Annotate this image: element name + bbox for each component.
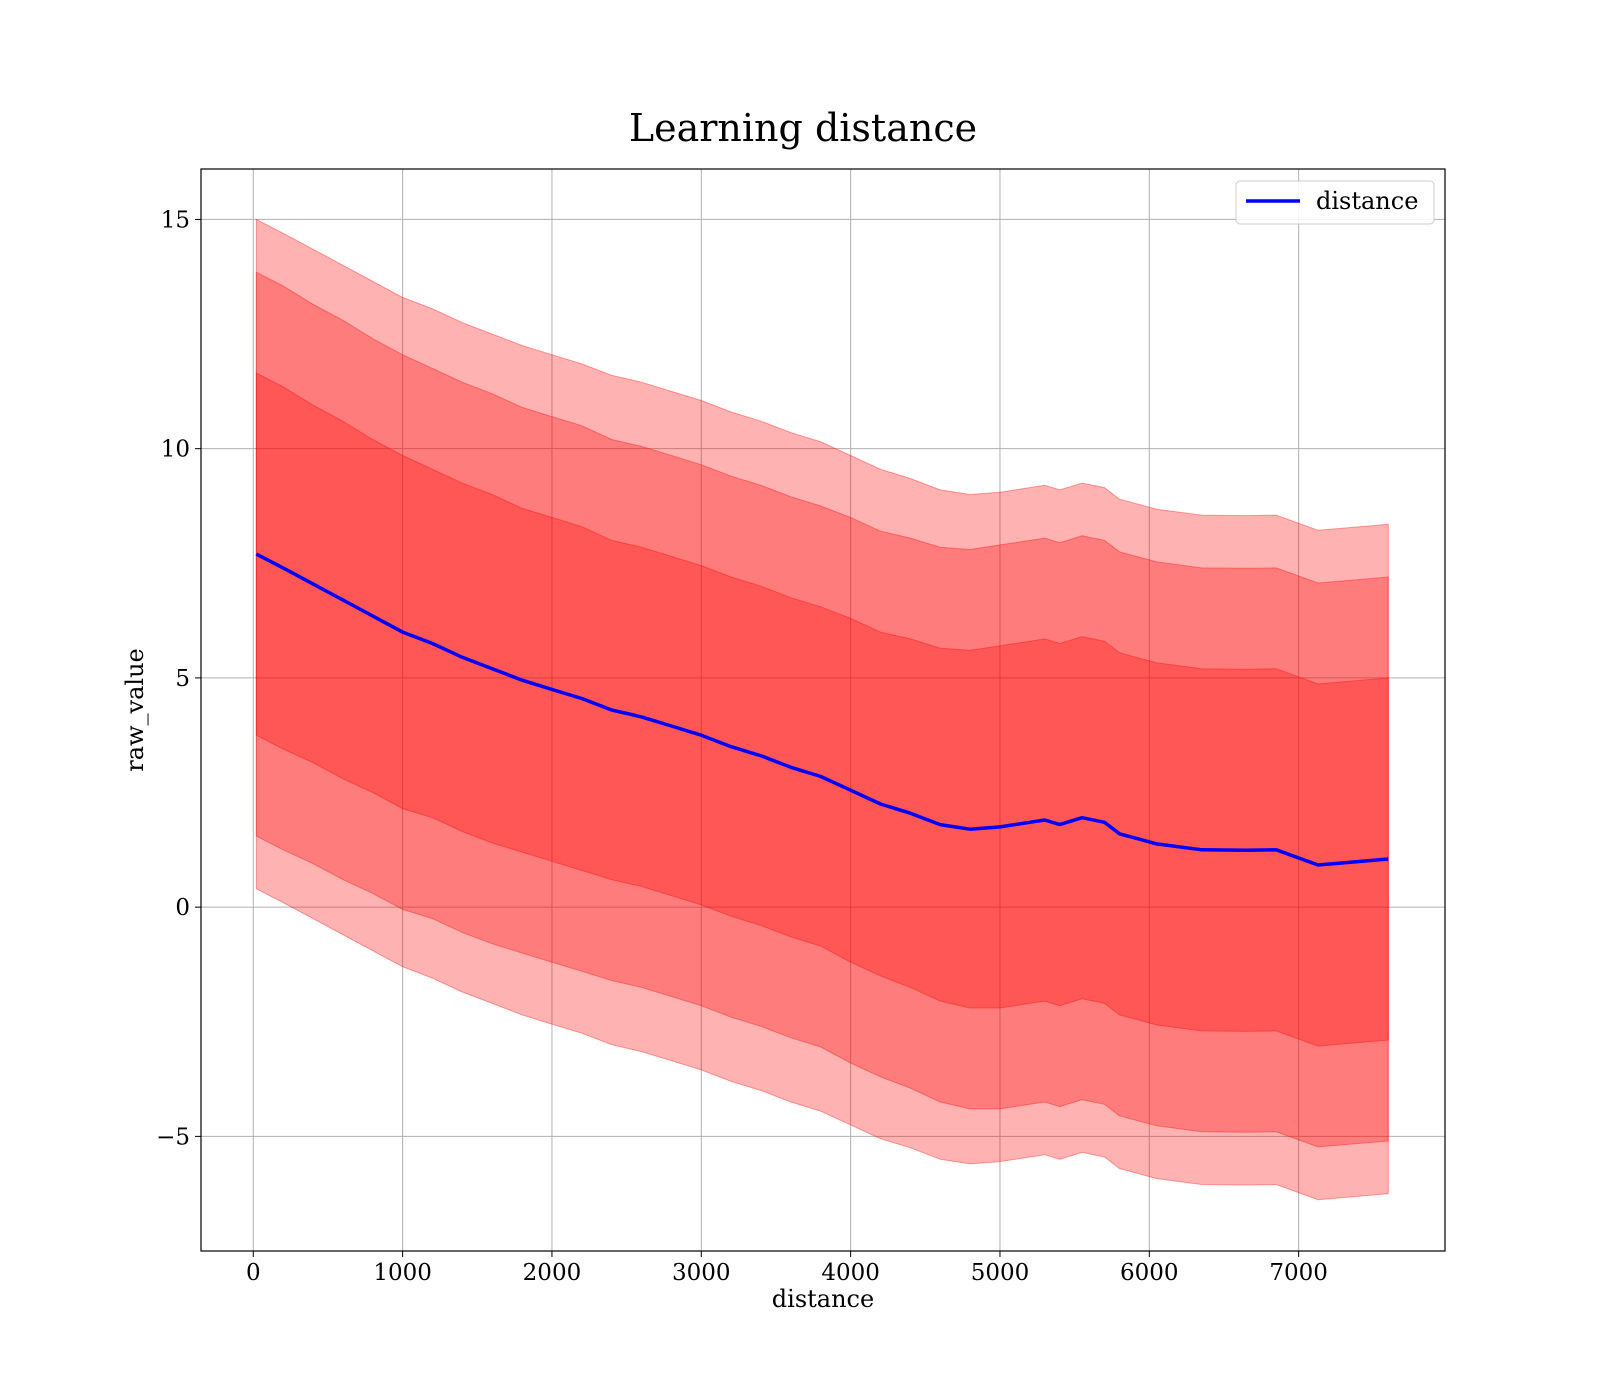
y-axis-ticks: −5 0 5 10 15 [156,207,201,1150]
deviation-bands [255,218,1389,1201]
x-axis-ticks: 0 1000 2000 3000 4000 5000 6000 7000 [246,1251,1328,1286]
chart-title: Learning distance [629,106,977,150]
y-tick-label: 0 [175,895,190,921]
series-lines [255,552,1389,867]
legend: distance [1235,180,1435,225]
plot-frame [200,168,1446,1252]
y-tick-label: 5 [175,666,190,692]
x-tick-label: 2000 [523,1260,582,1286]
std-band-2 [255,271,1389,1148]
std-band-3 [255,218,1389,1201]
x-tick-label: 3000 [672,1260,731,1286]
legend-label-distance: distance [1316,187,1418,215]
legend-box [1235,180,1435,225]
series-line-distance [255,552,1389,867]
x-tick-label: 1000 [373,1260,432,1286]
x-tick-label: 6000 [1120,1260,1179,1286]
x-axis-label: distance [772,1285,874,1313]
x-tick-label: 0 [246,1260,261,1286]
y-tick-label: 15 [161,207,190,233]
std-band-1 [255,372,1389,1047]
x-tick-label: 7000 [1269,1260,1328,1286]
x-tick-label: 4000 [821,1260,880,1286]
y-tick-label: −5 [156,1124,190,1150]
y-tick-label: 10 [161,437,190,463]
x-tick-label: 5000 [971,1260,1030,1286]
y-axis-label: raw_value [121,648,149,772]
